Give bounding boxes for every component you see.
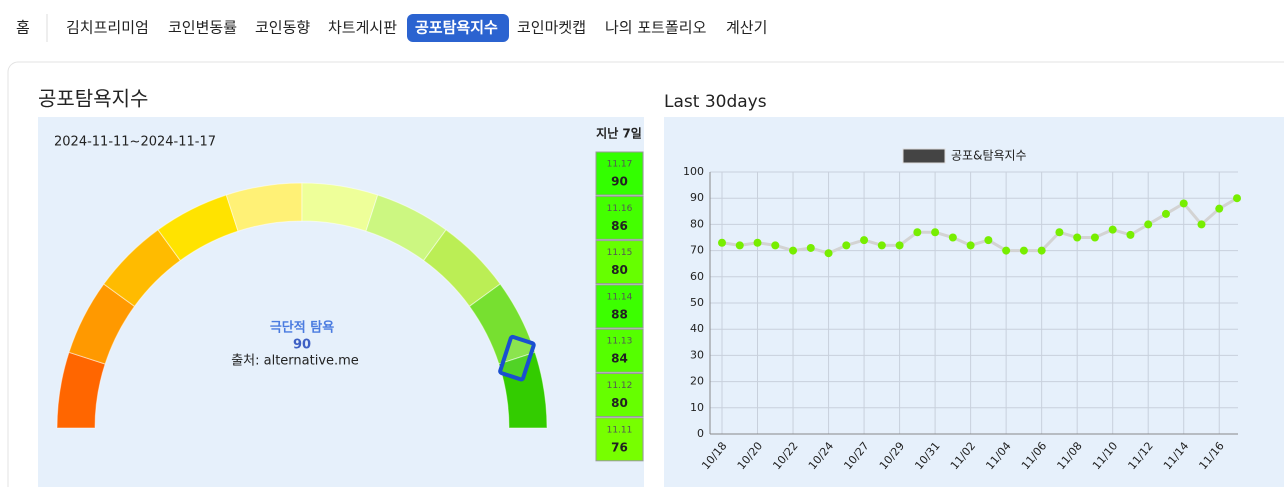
point	[948, 233, 957, 242]
nav-active-pill[interactable]	[407, 14, 509, 42]
nav-item[interactable]: 차트게시판	[328, 19, 397, 37]
point	[824, 249, 833, 258]
legend-swatch	[902, 148, 946, 164]
day-date: 11.15	[607, 248, 633, 258]
gauge-indicator	[498, 334, 536, 382]
gauge-label: 극단적 탐욕	[270, 320, 334, 336]
day-box	[595, 195, 644, 240]
day-box	[595, 373, 644, 417]
point	[806, 243, 815, 252]
day-date: 11.12	[607, 381, 633, 391]
day-value: 90	[611, 175, 628, 189]
y-tick-label: 30	[690, 348, 704, 361]
point	[771, 241, 780, 250]
point	[1126, 230, 1135, 239]
point	[1037, 246, 1046, 255]
legend-label: 공포&탐욕지수	[951, 149, 1027, 163]
point	[718, 238, 726, 247]
nav-item[interactable]: 나의 포트폴리오	[605, 19, 707, 37]
y-tick-label: 80	[690, 217, 704, 230]
point	[1108, 225, 1117, 234]
point	[1144, 220, 1153, 229]
y-tick-label: 10	[690, 401, 704, 414]
y-tick-label: 20	[690, 375, 704, 388]
day-value: 80	[611, 263, 628, 277]
point	[984, 236, 993, 245]
point	[1233, 194, 1241, 203]
nav-item[interactable]: 홈	[16, 19, 30, 37]
y-tick-label: 70	[690, 244, 704, 257]
chart-panel	[664, 117, 1284, 487]
point	[842, 241, 851, 250]
y-tick-label: 50	[690, 296, 704, 309]
y-tick-label: 40	[690, 322, 704, 335]
day-box	[595, 240, 644, 285]
point	[877, 241, 886, 250]
day-value: 76	[611, 440, 628, 454]
gauge-source: 출처: alternative.me	[231, 354, 359, 369]
y-tick-label: 0	[697, 427, 704, 440]
point	[1197, 220, 1206, 229]
point	[913, 228, 922, 237]
day-box	[595, 284, 644, 329]
point	[931, 228, 940, 237]
day-value: 86	[611, 219, 628, 233]
point	[753, 238, 762, 247]
nav-item[interactable]: 코인변동률	[168, 19, 237, 37]
day-box	[595, 328, 644, 373]
nav-item[interactable]: 김치프리미엄	[66, 19, 149, 37]
point	[1019, 246, 1028, 255]
day-value: 80	[611, 396, 628, 410]
day-date: 11.14	[607, 292, 633, 302]
nav-item[interactable]: 계산기	[726, 19, 767, 37]
nav-item[interactable]: 공포탐욕지수	[415, 19, 498, 37]
point	[1073, 233, 1082, 242]
point	[1090, 233, 1099, 242]
y-tick-label: 100	[683, 165, 704, 178]
last7-title: 지난 7일	[596, 126, 642, 141]
section-title: 공포탐욕지수	[38, 87, 148, 111]
point	[1215, 204, 1224, 213]
day-date: 11.13	[607, 337, 633, 347]
point	[1161, 209, 1170, 218]
date-range: 2024-11-11~2024-11-17	[54, 135, 216, 150]
point	[1002, 246, 1011, 255]
point	[860, 236, 869, 245]
day-box	[595, 417, 644, 462]
point	[735, 241, 744, 250]
chart-title: Last 30days	[664, 92, 767, 112]
gauge-value: 90	[293, 338, 311, 353]
day-box	[595, 151, 644, 196]
day-date: 11.11	[607, 425, 633, 435]
nav-item[interactable]: 코인마켓캡	[517, 19, 586, 37]
point	[966, 241, 975, 250]
nav-item[interactable]: 코인동향	[255, 19, 310, 37]
day-value: 88	[611, 307, 628, 321]
point	[789, 246, 798, 255]
point	[1179, 199, 1188, 208]
y-tick-label: 90	[690, 191, 704, 204]
y-tick-label: 60	[690, 270, 704, 283]
point	[1055, 228, 1064, 237]
day-date: 11.17	[607, 160, 633, 170]
point	[895, 241, 904, 250]
day-value: 84	[611, 352, 628, 366]
day-date: 11.16	[607, 204, 633, 214]
